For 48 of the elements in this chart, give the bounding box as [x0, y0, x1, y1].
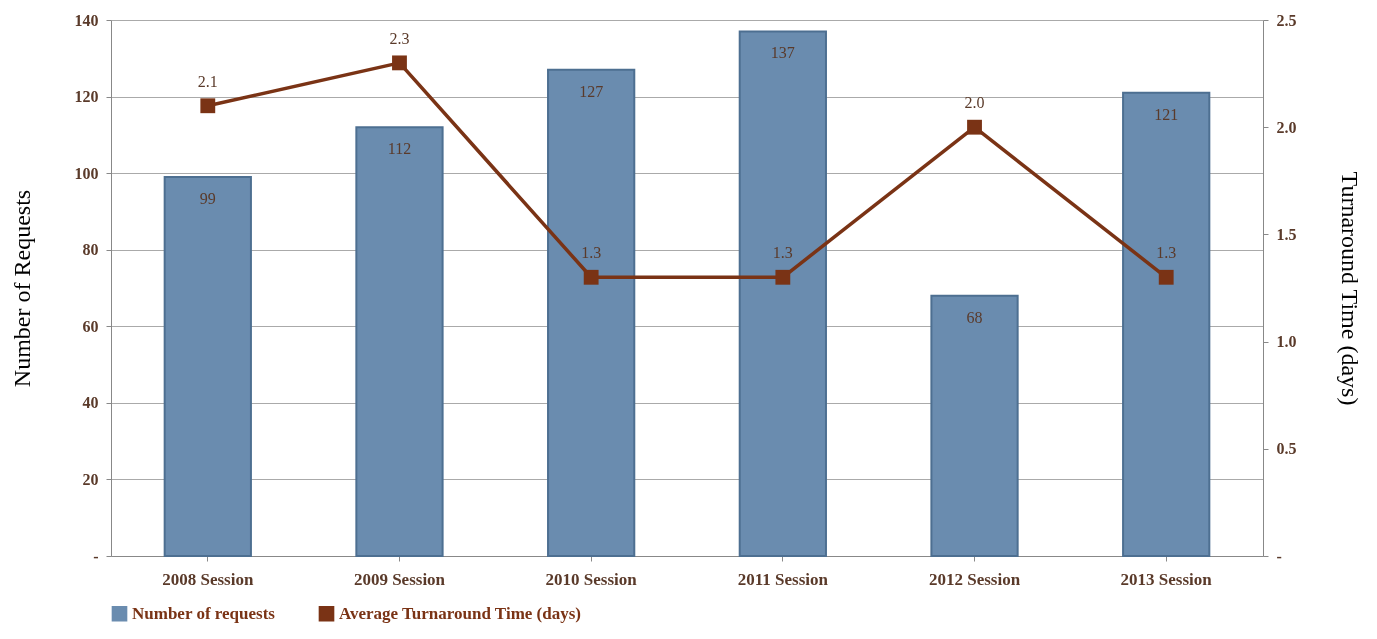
y-tick-label: 140 — [74, 11, 99, 29]
y2-tick-label: 1.0 — [1276, 333, 1297, 351]
data-label: 137 — [770, 44, 795, 62]
x-tick-label: 2010 Session — [545, 569, 638, 589]
data-label: 127 — [579, 82, 604, 100]
point — [775, 269, 791, 285]
data-label: 2.3 — [389, 29, 410, 47]
data-label: 2.1 — [197, 72, 218, 90]
data-label: 1.3 — [772, 244, 793, 262]
y-tick-label: 80 — [82, 241, 99, 259]
point — [967, 119, 982, 135]
x-tick-label: 2012 Session — [928, 569, 1021, 589]
x-tick-label: 2009 Session — [353, 569, 446, 589]
x-tick-label: 2008 Session — [162, 569, 254, 589]
y2-tick-label: 1.5 — [1276, 225, 1297, 243]
bar — [547, 68, 636, 557]
bar — [738, 30, 827, 557]
legend-label: Average Turnaround Time (days) — [339, 603, 581, 623]
y-tick-label: 40 — [82, 394, 99, 412]
point — [200, 98, 216, 114]
data-label: 1.3 — [581, 244, 602, 262]
y-tick-label: 100 — [74, 164, 99, 182]
point — [583, 269, 599, 285]
point — [392, 55, 407, 71]
data-label: 1.3 — [1156, 244, 1177, 262]
data-label: 2.0 — [964, 94, 985, 112]
point — [1158, 269, 1174, 285]
data-label: 121 — [1154, 105, 1179, 123]
y-tick-label: 60 — [82, 317, 99, 335]
y2-axis-title: Turnaround Time (days) — [1336, 171, 1363, 406]
data-label: 112 — [387, 140, 412, 158]
y-tick-label: 20 — [82, 470, 99, 488]
y2-tick-label: - — [1276, 547, 1282, 565]
data-label: 99 — [199, 189, 216, 207]
bar — [930, 294, 1019, 557]
y2-tick-label: 2.0 — [1276, 118, 1297, 136]
bar — [355, 126, 444, 557]
data-label: 68 — [966, 308, 983, 326]
y-axis-title: Number of Requests — [8, 189, 35, 388]
bar — [1122, 91, 1211, 557]
x-tick-label: 2013 Session — [1120, 569, 1213, 589]
y-tick-label: - — [93, 547, 99, 565]
y-tick-label: 120 — [74, 88, 99, 106]
y2-tick-label: 0.5 — [1276, 440, 1297, 458]
bar — [163, 175, 252, 557]
legend-label: Number of requests — [132, 603, 276, 623]
y2-tick-label: 2.5 — [1276, 11, 1297, 29]
x-tick-label: 2011 Session — [737, 569, 829, 589]
